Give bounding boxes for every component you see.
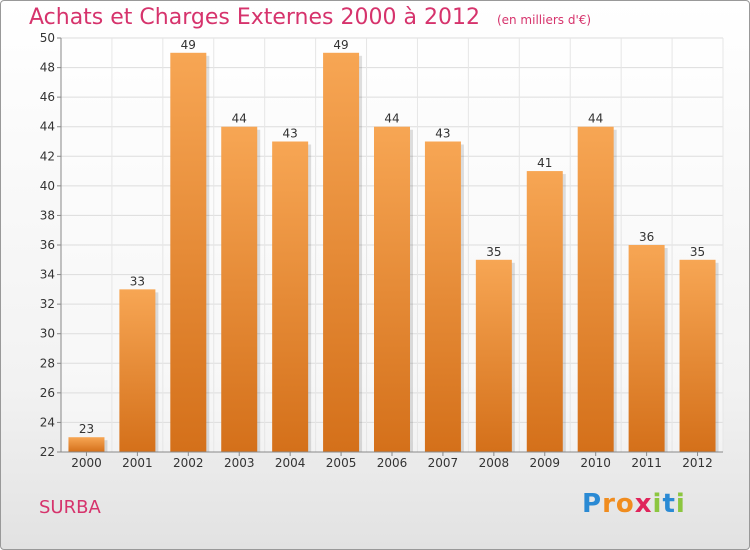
data-label: 35	[486, 245, 501, 259]
y-tick-label: 40	[40, 179, 55, 193]
data-label: 33	[130, 274, 145, 288]
data-label: 43	[283, 127, 298, 141]
bar	[374, 126, 410, 452]
y-tick-label: 50	[40, 31, 55, 45]
x-tick-label: 2009	[529, 456, 560, 470]
x-tick-label: 2004	[275, 456, 306, 470]
logo-letter: i	[652, 489, 663, 519]
x-tick-label: 2008	[479, 456, 510, 470]
y-tick-label: 24	[40, 415, 55, 429]
x-tick-label: 2000	[71, 456, 102, 470]
data-label: 23	[79, 422, 94, 436]
y-tick-label: 34	[40, 268, 55, 282]
y-tick-label: 30	[40, 327, 55, 341]
x-tick-label: 2001	[122, 456, 153, 470]
logo-letter: o	[615, 489, 635, 519]
bar	[628, 245, 665, 452]
x-axis: 2000 2001 2002 2003 2004 2005 2006 2007 2008 2009…	[61, 451, 723, 470]
chart-title-text: Achats et Charges Externes 2000 à 2012	[29, 5, 480, 30]
bar	[526, 171, 563, 453]
y-tick-label: 46	[40, 90, 55, 104]
bar	[323, 52, 360, 453]
bar	[68, 437, 105, 452]
x-tick-label: 2005	[326, 456, 357, 470]
x-tick-label: 2012	[682, 456, 713, 470]
data-label: 36	[639, 230, 654, 244]
chart-title: Achats et Charges Externes 2000 à 2012 (…	[29, 5, 591, 30]
data-label: 41	[537, 156, 552, 170]
bar	[170, 52, 207, 453]
x-tick-label: 2010	[580, 456, 611, 470]
logo-letter: P	[582, 489, 603, 519]
y-tick-label: 38	[40, 208, 55, 222]
y-tick-label: 36	[40, 238, 55, 252]
chart-unit-label: (en milliers d'€)	[496, 13, 592, 27]
location-label: SURBA	[39, 497, 101, 518]
bar	[577, 126, 614, 452]
data-label: 49	[181, 38, 196, 52]
logo-letter: r	[602, 489, 616, 519]
y-tick-label: 22	[40, 445, 55, 459]
data-label: 44	[384, 112, 399, 126]
x-tick-label: 2006	[377, 456, 408, 470]
bar	[424, 141, 461, 452]
y-tick-label: 48	[40, 61, 55, 75]
y-tick-label: 26	[40, 386, 55, 400]
bar	[679, 259, 716, 452]
bar	[221, 126, 258, 452]
y-tick-label: 32	[40, 297, 55, 311]
x-tick-label: 2007	[428, 456, 459, 470]
x-tick-label: 2002	[173, 456, 204, 470]
y-tick-label: 44	[40, 120, 55, 134]
x-tick-label: 2003	[224, 456, 255, 470]
data-label: 43	[435, 127, 450, 141]
y-axis: 22 24 26 28 30 32 34 36 38 40 42 44 46 48 50	[40, 31, 62, 459]
data-label: 44	[588, 112, 603, 126]
x-tick-label: 2011	[631, 456, 662, 470]
bar	[119, 289, 156, 452]
logo-letter: x	[634, 489, 653, 519]
bar	[272, 141, 309, 452]
data-label: 49	[333, 38, 348, 52]
chart-data-labels: 23 33 49 44 43 49 44 43 35 41 44 36 35	[79, 38, 705, 436]
logo-letter: i	[675, 489, 686, 519]
y-tick-label: 28	[40, 356, 55, 370]
proxiti-logo: Proxiti	[582, 489, 686, 519]
bar	[475, 259, 512, 452]
data-label: 44	[232, 112, 247, 126]
logo-letter: t	[662, 489, 676, 519]
chart-bars	[68, 52, 719, 453]
y-tick-label: 42	[40, 149, 55, 163]
data-label: 35	[690, 245, 705, 259]
